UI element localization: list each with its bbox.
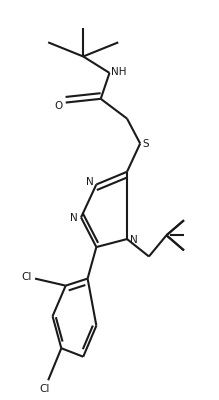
Text: Cl: Cl [40,384,50,394]
Text: N: N [86,177,94,187]
Text: O: O [54,101,62,111]
Text: N: N [70,213,78,223]
Text: NH: NH [111,66,126,76]
Text: S: S [142,140,148,150]
Text: N: N [130,235,137,245]
Text: Cl: Cl [21,272,32,282]
